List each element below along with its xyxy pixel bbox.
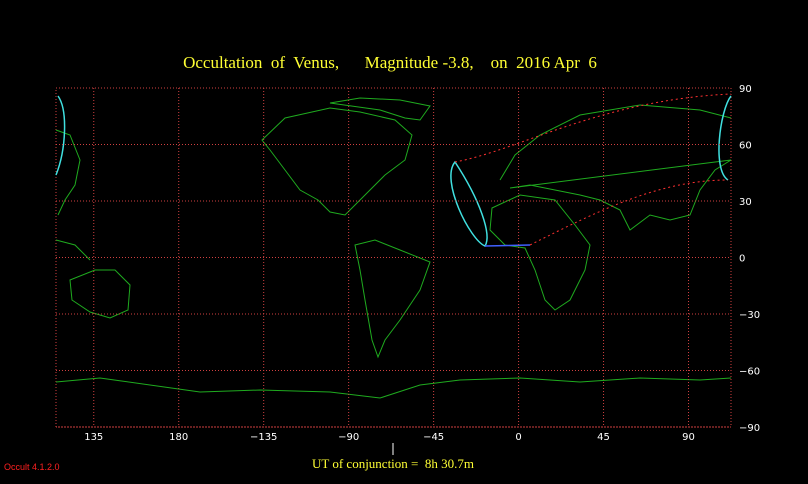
program-version: Occult 4.1.2.0 [4,462,60,472]
x-tick-label: 135 [84,432,103,443]
x-tick-label: −135 [250,432,277,443]
x-tick-label: 180 [169,432,188,443]
x-tick-label: 90 [682,432,695,443]
y-tick-label: −30 [739,310,760,321]
x-tick-label: −90 [338,432,359,443]
y-tick-label: 0 [739,254,745,265]
y-tick-label: 90 [739,84,752,95]
x-tick-label: 45 [597,432,610,443]
x-tick-label: −45 [423,432,444,443]
coastlines [55,97,732,399]
y-tick-label: −60 [739,367,760,378]
occultation-paths [55,93,732,247]
map-title: Occultation of Venus, Magnitude -3.8, on… [183,53,597,72]
y-tick-label: −90 [739,423,760,434]
y-tick-label: 30 [739,197,752,208]
conjunction-note: UT of conjunction = 8h 30.7m [312,456,474,471]
y-tick-label: 60 [739,141,752,152]
x-tick-label: 0 [515,432,521,443]
